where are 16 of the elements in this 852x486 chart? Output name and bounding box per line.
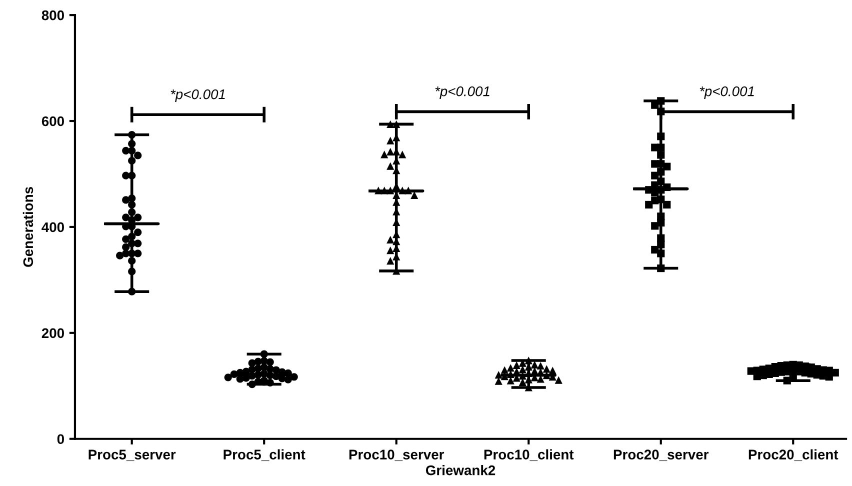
- x-tick-label: Proc10_client: [484, 449, 574, 462]
- x-tick-label: Proc20_client: [748, 449, 838, 462]
- y-axis-title: Generations: [22, 187, 34, 267]
- x-axis-title: Griewank2: [426, 465, 496, 476]
- y-tick-label: 200: [42, 328, 64, 338]
- x-tick-label: Proc5_client: [224, 449, 306, 462]
- annotation: *p<0.001: [700, 86, 754, 99]
- y-tick-label: 0: [57, 434, 64, 444]
- x-tick-label: Proc5_server: [88, 450, 176, 462]
- y-tick-label: 400: [42, 222, 64, 232]
- annotation: *p<0.001: [170, 89, 225, 102]
- x-tick-label: Proc20_server: [614, 450, 709, 462]
- y-tick-label: 800: [42, 10, 64, 20]
- x-tick-label: Proc10_server: [349, 450, 444, 462]
- annotation: *p<0.001: [435, 86, 490, 99]
- y-tick-label: 600: [42, 116, 64, 126]
